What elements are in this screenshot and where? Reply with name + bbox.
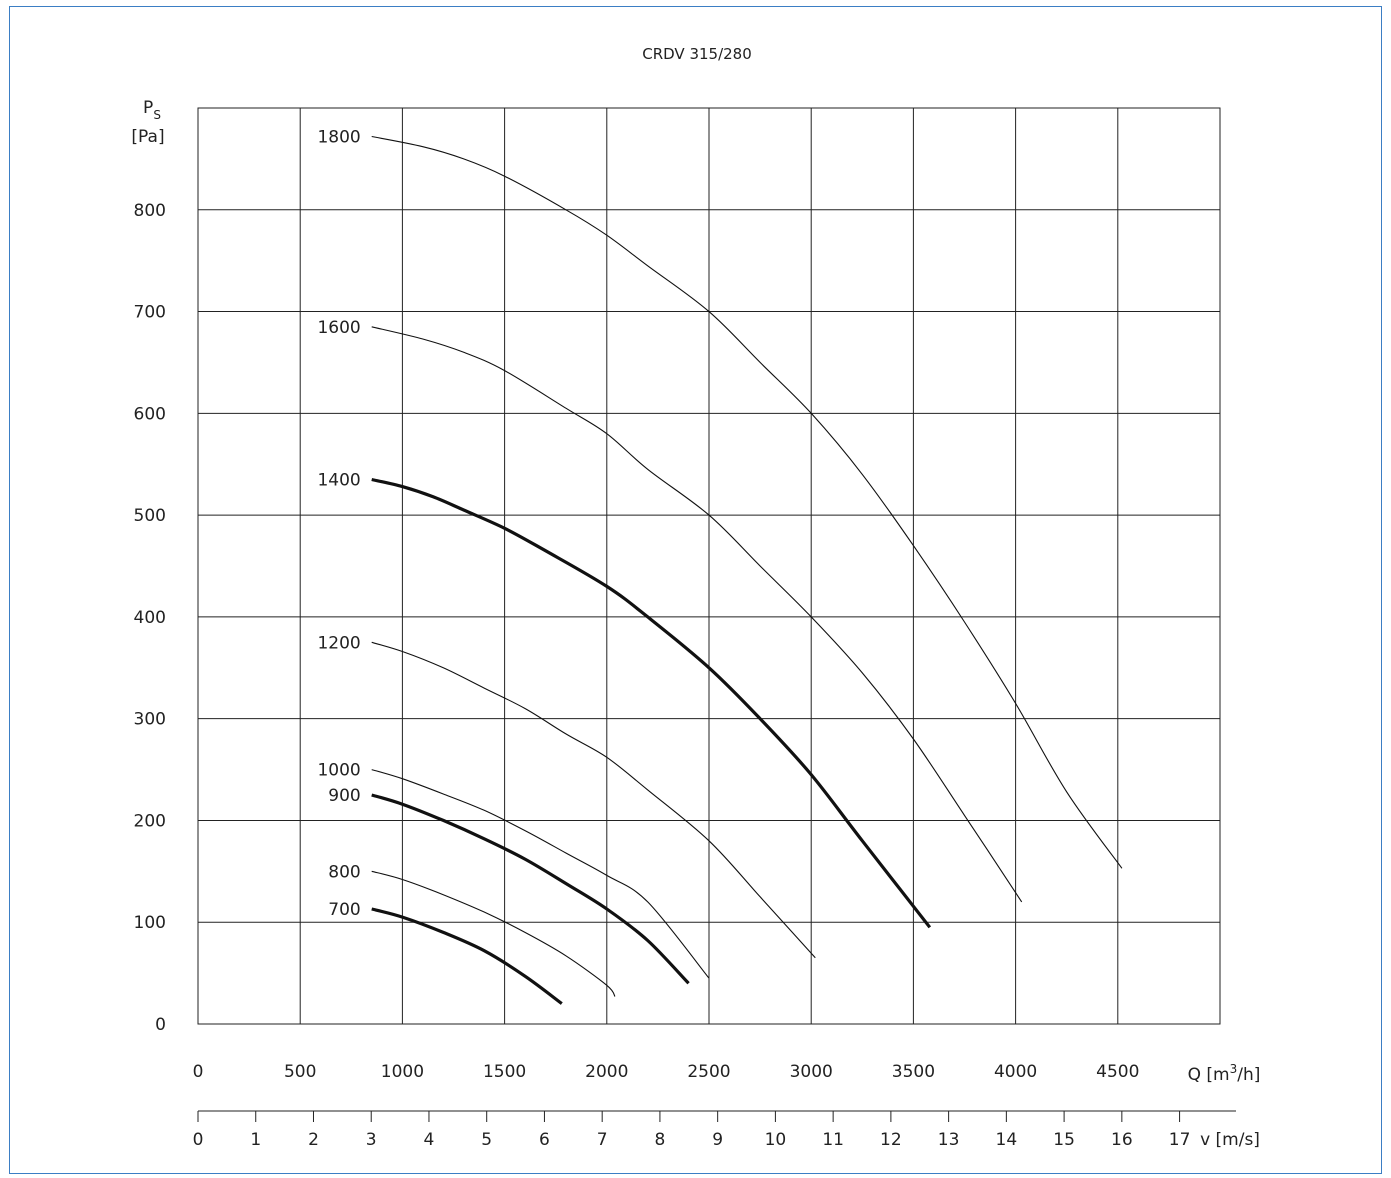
fan-curves: 1800 1600 1400 1200 1000 900 800 700 bbox=[317, 127, 1123, 1005]
velocity-tick-label: 17 bbox=[1169, 1130, 1191, 1150]
fan-curve-900 bbox=[371, 793, 690, 985]
curve-label-1000: 1000 bbox=[317, 761, 360, 781]
x-tick-label: 1000 bbox=[381, 1062, 424, 1082]
velocity-tick-label: 4 bbox=[424, 1130, 435, 1150]
velocity-axis: 0 1 2 3 4 5 6 7 8 9 10 11 12 13 14 15 16 17 bbox=[193, 1110, 1236, 1150]
velocity-tick-label: 12 bbox=[880, 1130, 902, 1150]
chart-frame bbox=[9, 6, 1382, 1174]
curve-label-1400: 1400 bbox=[317, 470, 360, 490]
x-tick-label: 4500 bbox=[1096, 1062, 1139, 1082]
velocity-tick-label: 15 bbox=[1053, 1130, 1075, 1150]
velocity-tick-label: 16 bbox=[1111, 1130, 1133, 1150]
curve-label-900: 900 bbox=[328, 786, 360, 806]
x-tick-label: 2500 bbox=[687, 1062, 730, 1082]
velocity-tick-label: 9 bbox=[712, 1130, 723, 1150]
curve-label-1600: 1600 bbox=[317, 318, 360, 338]
y-tick-label: 100 bbox=[134, 913, 166, 933]
y-axis-symbol: P bbox=[143, 98, 153, 118]
y-tick-label: 0 bbox=[155, 1015, 166, 1035]
y-tick-label: 800 bbox=[134, 201, 166, 221]
x-tick-label: 500 bbox=[284, 1062, 316, 1082]
x-tick-label: 4000 bbox=[994, 1062, 1037, 1082]
fan-curve-700 bbox=[371, 907, 563, 1005]
velocity-tick-label: 2 bbox=[308, 1130, 319, 1150]
fan-curve-1000 bbox=[371, 769, 710, 979]
velocity-tick-label: 8 bbox=[655, 1130, 666, 1150]
y-axis-label: PS [Pa] bbox=[131, 98, 164, 147]
y-tick-label: 700 bbox=[134, 303, 166, 323]
y-tick-labels: 0 100 200 300 400 500 600 700 800 bbox=[134, 201, 166, 1035]
x-axis-label: Q [m3/h] bbox=[1188, 1062, 1261, 1085]
velocity-tick-label: 6 bbox=[539, 1130, 550, 1150]
fan-curve-1200 bbox=[371, 641, 816, 959]
curve-label-700: 700 bbox=[328, 900, 360, 920]
velocity-tick-label: 11 bbox=[822, 1130, 844, 1150]
x-axis-label-suffix: /h] bbox=[1237, 1065, 1260, 1085]
plot-grid bbox=[197, 107, 1221, 1025]
curve-label-1800: 1800 bbox=[317, 127, 360, 147]
x-tick-label: 2000 bbox=[585, 1062, 628, 1082]
x-tick-label: 1500 bbox=[483, 1062, 526, 1082]
velocity-tick-label: 1 bbox=[250, 1130, 261, 1150]
velocity-tick-label: 7 bbox=[597, 1130, 608, 1150]
velocity-tick-label: 0 bbox=[193, 1130, 204, 1150]
y-tick-label: 200 bbox=[134, 811, 166, 831]
fan-curve-800 bbox=[371, 870, 616, 997]
fan-curve-1800 bbox=[371, 135, 1123, 869]
fan-curve-1400 bbox=[371, 477, 932, 929]
y-tick-label: 600 bbox=[134, 404, 166, 424]
y-tick-label: 400 bbox=[134, 608, 166, 628]
x-tick-label: 3000 bbox=[790, 1062, 833, 1082]
x-tick-label: 3500 bbox=[892, 1062, 935, 1082]
chart-title: CRDV 315/280 bbox=[642, 45, 752, 63]
svg-text:PS: PS bbox=[143, 98, 161, 122]
x-axis-label-superscript: 3 bbox=[1230, 1062, 1238, 1076]
x-tick-labels: 0 500 1000 1500 2000 2500 3000 3500 4000 4500 bbox=[193, 1062, 1140, 1082]
y-axis-unit: [Pa] bbox=[131, 127, 164, 147]
velocity-tick-label: 5 bbox=[481, 1130, 492, 1150]
velocity-tick-label: 13 bbox=[938, 1130, 960, 1150]
y-axis-subscript: S bbox=[153, 108, 161, 122]
y-tick-label: 500 bbox=[134, 506, 166, 526]
x-tick-label: 0 bbox=[193, 1062, 204, 1082]
velocity-tick-label: 10 bbox=[765, 1130, 787, 1150]
x-axis-label-prefix: Q [m bbox=[1188, 1065, 1230, 1085]
curve-label-800: 800 bbox=[328, 862, 360, 882]
velocity-tick-label: 14 bbox=[996, 1130, 1018, 1150]
y-tick-label: 300 bbox=[134, 710, 166, 730]
velocity-axis-label: v [m/s] bbox=[1200, 1130, 1260, 1150]
fan-curve-1600 bbox=[371, 326, 1023, 903]
curve-label-1200: 1200 bbox=[317, 633, 360, 653]
velocity-tick-label: 3 bbox=[366, 1130, 377, 1150]
